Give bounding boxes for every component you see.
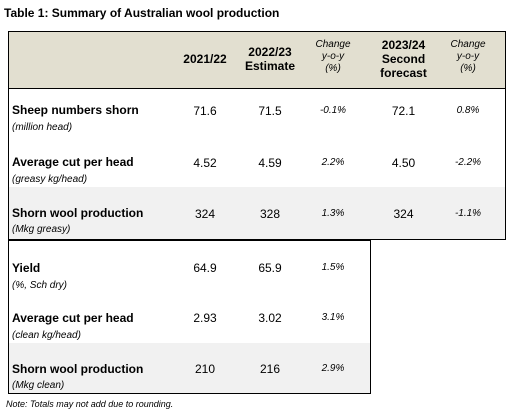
col-header-line: Second [381,52,426,66]
row-label: Yield [12,261,41,275]
col-header-line: Estimate [244,59,296,73]
cell-2023-24: 324 [393,207,414,221]
table-frame-greasy [8,31,506,240]
col-header-line: y-o-y [456,51,480,62]
col-header-2022-23: 2022/23 Estimate [235,45,305,73]
cell-2022-23: 71.5 [258,104,282,118]
cell-2021-22: 210 [194,362,216,376]
cell-2022-23: 328 [259,207,281,221]
col-header-line: 2022/23 [248,45,292,59]
col-header-line: (%) [460,63,476,74]
col-header-2023-24: 2023/24 Second forecast [366,38,441,80]
table-frame-clean [8,240,371,394]
row-label: Shorn wool production [12,206,144,220]
cell-2022-23: 3.02 [258,311,282,325]
cell-change-1: -0.1% [319,105,347,116]
cell-2023-24: 4.50 [391,156,416,170]
col-header-line: 2023/24 [381,38,426,52]
col-header-line: (%) [325,63,341,74]
row-unit: (Mkg greasy) [12,224,71,235]
cell-change-1: 2.9% [321,363,345,374]
col-header-change-1: Change y-o-y (%) [302,39,364,75]
cell-2022-23: 4.59 [258,156,282,170]
cell-change-1: 3.1% [321,312,345,323]
col-header-line: forecast [380,66,427,80]
row-stripe [9,343,370,393]
row-unit: (Mkg clean) [12,380,65,391]
row-label: Shorn wool production [12,362,144,376]
row-stripe [9,187,505,239]
cell-change-1: 1.3% [321,208,345,219]
cell-2021-22: 2.93 [193,311,217,325]
cell-change-2: -2.2% [454,157,482,168]
row-label: Average cut per head [12,311,134,325]
cell-change-1: 1.5% [321,262,345,273]
col-header-change-2: Change y-o-y (%) [437,39,499,75]
cell-change-2: 0.8% [456,105,480,116]
cell-2021-22: 64.9 [193,261,217,275]
col-header-line: y-o-y [321,51,345,62]
cell-2021-22: 324 [194,207,216,221]
cell-change-1: 2.2% [321,157,345,168]
row-unit: (clean kg/head) [12,330,81,341]
row-label: Sheep numbers shorn [12,103,139,117]
cell-2023-24: 72.1 [391,104,416,118]
cell-change-2: -1.1% [454,208,482,219]
cell-2021-22: 71.6 [193,104,217,118]
table-title: Table 1: Summary of Australian wool prod… [4,6,280,20]
footnote: Note: Totals may not add due to rounding… [6,399,174,409]
row-unit: (greasy kg/head) [12,174,88,185]
col-header-line: Change [450,39,486,50]
row-label: Average cut per head [12,155,134,169]
col-header-line: Change [315,39,351,50]
cell-2022-23: 65.9 [258,261,282,275]
row-unit: (million head) [12,122,73,133]
cell-2022-23: 216 [259,362,281,376]
row-unit: (%, Sch dry) [12,280,68,291]
cell-2021-22: 4.52 [193,156,217,170]
col-header-2021-22: 2021/22 [183,52,227,66]
